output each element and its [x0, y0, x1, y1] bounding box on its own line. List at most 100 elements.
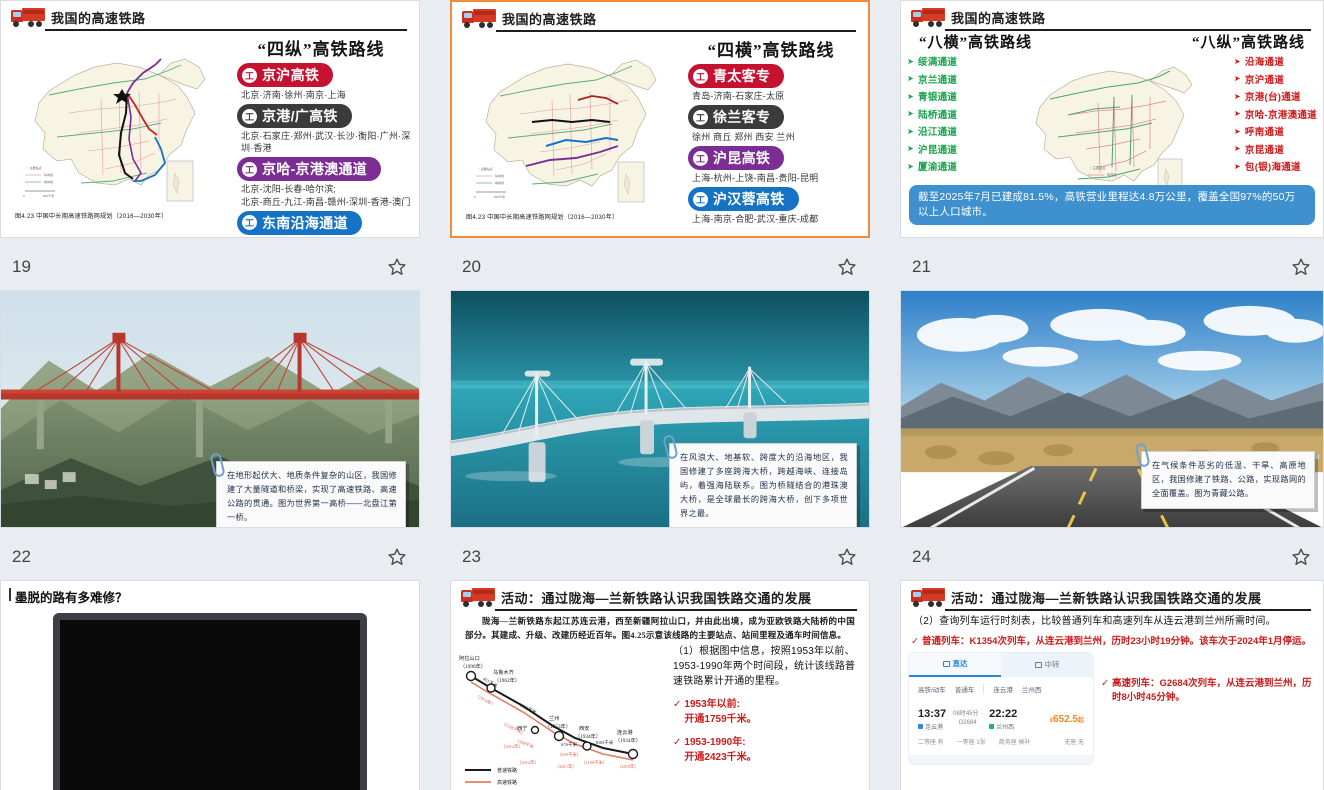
- slide-title: 活动：通过陇海—兰新铁路认识我国铁路交通的发展: [501, 590, 812, 606]
- arrow-icon: ➤: [907, 144, 915, 153]
- list-item[interactable]: ➤ 厦渝通道: [907, 159, 957, 174]
- svg-text:500千米: 500千米: [43, 193, 54, 198]
- list-item[interactable]: ➤ 沪昆通道: [907, 142, 957, 156]
- slide-27[interactable]: 活动：通过陇海—兰新铁路认识我国铁路交通的发展 （2）查询列车运行时刻表，比较普…: [900, 580, 1324, 790]
- grid-gutter: [870, 0, 900, 238]
- ticket-widget[interactable]: 直达 中转 高铁/动车 普通车 连云港 兰州西 13:37 连云港: [909, 652, 1093, 764]
- video-player[interactable]: [53, 613, 367, 790]
- slide-22[interactable]: 在地形起伏大、地质条件复杂的山区，我国修建了大量隧道和桥梁，实现了高速铁路、高速…: [0, 290, 420, 528]
- tab-transfer[interactable]: 中转: [1001, 653, 1093, 677]
- arrow-icon: ➤: [907, 56, 915, 66]
- slide-meta-24: 24: [900, 528, 1324, 580]
- duration-block: 08时45分 · G2684: [953, 710, 982, 729]
- tab-direct[interactable]: 直达: [909, 652, 1001, 677]
- laptop-mockup: [53, 613, 367, 790]
- list-item[interactable]: ➤ 沿江通道: [907, 124, 957, 139]
- activity-body: 阿拉山口 （1990年） 乌鲁木齐 （1962年） 西宁 兰州 （1953年） 西安（…: [451, 642, 869, 790]
- arrow-icon: ➤: [907, 109, 915, 118]
- slide-20[interactable]: 我国的高速铁路: [450, 0, 870, 238]
- seat-info: 一等座 1张: [956, 739, 986, 746]
- list-item[interactable]: ➤ 呼南通道: [1233, 124, 1317, 139]
- slide-body: ○ 主要站点 纵向线 “八横”高铁路线 “八纵”高铁路线 ➤ 绥满通道 ➤ 京兰通道…: [901, 31, 1323, 229]
- ticket-row[interactable]: 13:37 连云港 08时45分 · G2684 22:22 兰州西 ¥652.…: [909, 701, 1093, 734]
- svg-text:（2018年）: （2018年）: [617, 763, 639, 770]
- departure-time: 13:37: [918, 707, 947, 720]
- slide-cell-23: 在风浪大、地基软、跨度大的沿海地区，我国修建了多座跨海大桥，跨越海峡、连接岛屿，…: [450, 290, 870, 528]
- list-item[interactable]: ➤ 青银通道: [907, 89, 958, 104]
- arrival-station: 兰州西: [989, 722, 1017, 731]
- list-item[interactable]: ➤ 京港(台)通道: [1234, 89, 1317, 104]
- route-badge[interactable]: 京沪高铁: [237, 63, 334, 87]
- departure-block: 13:37 连云港: [918, 708, 946, 731]
- slide-24[interactable]: 在气候条件恶劣的低温、干旱、高原地区，我国修建了铁路、公路，实现路网的全面覆盖。…: [900, 290, 1324, 528]
- filter-chip[interactable]: 连云港: [993, 686, 1013, 694]
- list-item[interactable]: ➤ 绥满通道: [907, 54, 957, 69]
- star-icon[interactable]: [1290, 546, 1312, 568]
- corridor-name: 京沪通道: [1244, 74, 1285, 86]
- route-badge[interactable]: 京港/广高铁: [237, 104, 352, 129]
- slide-number: 21: [912, 257, 931, 276]
- duration-text: 08时45分 ·: [953, 710, 983, 717]
- slide-title: 墨脱的路有多难修？: [1, 581, 419, 606]
- slide-23[interactable]: 在风浪大、地基软、跨度大的沿海地区，我国修建了多座跨海大桥，跨越海峡、连接岛屿，…: [450, 290, 870, 528]
- list-item[interactable]: ➤ 京沪通道: [1234, 72, 1317, 86]
- route-badge[interactable]: 沪昆高铁: [688, 146, 785, 171]
- list-item[interactable]: ➤ 京哈-京港澳通道: [1234, 107, 1317, 121]
- list-item[interactable]: ➤ 京昆通道: [1234, 142, 1317, 156]
- slide-number: 22: [12, 547, 31, 566]
- svg-text:西宁: 西宁: [517, 724, 527, 732]
- check-icon: ✓: [673, 699, 682, 711]
- route-name: 京沪高铁: [262, 67, 320, 83]
- railway-logo-icon: [693, 68, 708, 84]
- arrow-icon: ➤: [1233, 109, 1241, 118]
- corridor-list-horizontal: ➤ 绥满通道 ➤ 京兰通道 ➤ 青银通道 ➤ 陆桥通道 ➤ 沿江通道 ➤ 沪昆通道 ➤ 厦渝通…: [907, 54, 957, 177]
- grid-gutter: [420, 238, 450, 290]
- slide-header: 活动：通过陇海—兰新铁路认识我国铁路交通的发展: [451, 581, 869, 607]
- header-rule: [495, 609, 857, 611]
- slide-cell-26: 活动：通过陇海—兰新铁路认识我国铁路交通的发展 陇海—兰新铁路东起江苏连云港，西…: [450, 580, 870, 790]
- header-rule: [945, 29, 1311, 31]
- arrow-icon: ➤: [907, 161, 915, 171]
- ticket-price: ¥652.5起: [1049, 713, 1084, 725]
- svg-text:纵向线: 纵向线: [1107, 172, 1117, 177]
- star-icon[interactable]: [386, 256, 408, 278]
- list-item[interactable]: ➤ 京兰通道: [907, 72, 957, 86]
- star-icon[interactable]: [386, 546, 408, 568]
- filter-chip[interactable]: 兰州西: [1021, 686, 1042, 694]
- slide-title: 我国的高速铁路: [951, 10, 1046, 26]
- railway-logo-icon: [242, 67, 257, 83]
- list-item[interactable]: ➤ 包(银)海通道: [1233, 159, 1317, 174]
- list-item[interactable]: ➤ 陆桥通道: [907, 107, 957, 121]
- slide-19[interactable]: 我国的高速铁路: [0, 0, 420, 238]
- slide-21[interactable]: 我国的高速铁路: [900, 0, 1324, 238]
- svg-text:0: 0: [474, 195, 476, 199]
- corridor-name: 青银通道: [918, 92, 958, 103]
- slide-25[interactable]: 墨脱的路有多难修？: [0, 580, 420, 790]
- slide-number: 20: [462, 257, 481, 276]
- truck-icon: [11, 7, 45, 27]
- truck-icon: [462, 8, 496, 28]
- arrow-icon: ➤: [1233, 126, 1241, 136]
- list-item[interactable]: ➤ 沿海通道: [1234, 54, 1317, 69]
- route-badge[interactable]: 沪汉蓉高铁: [688, 187, 799, 212]
- route-name: 徐兰客专: [713, 109, 771, 126]
- star-icon[interactable]: [836, 256, 858, 278]
- filter-chip[interactable]: 高铁/动车: [918, 686, 946, 694]
- route-stops: 北京-沈阳-长春-哈尔滨; 北京-商丘-九江-南昌-赣州-深圳-香港-澳门: [241, 184, 411, 207]
- slide-meta-22: 22: [0, 528, 420, 580]
- arrow-icon: ➤: [1233, 161, 1241, 171]
- route-badge[interactable]: 徐兰客专: [688, 105, 785, 130]
- route-badge[interactable]: 青太客专: [688, 64, 785, 88]
- note-text: 在风浪大、地基软、跨度大的沿海地区，我国修建了多座跨海大桥，跨越海峡、连接岛屿，…: [680, 453, 848, 519]
- route-badge[interactable]: 东南沿海通道: [237, 210, 362, 235]
- ticket-footer: [909, 754, 1093, 764]
- routes-panel: “四横”高铁路线 青太客专 青岛-济南-石家庄-太原 徐兰客专 徐州 商丘 郑州…: [678, 34, 860, 224]
- slide-26[interactable]: 活动：通过陇海—兰新铁路认识我国铁路交通的发展 陇海—兰新铁路东起江苏连云港，西…: [450, 580, 870, 790]
- note-normal-train: ✓ 普通列车：K1354次列车，从连云港到兰州，历时23小时19分钟。该车次于2…: [901, 630, 1323, 649]
- route-badge[interactable]: 京哈-京港澳通道: [237, 157, 382, 182]
- filter-chip[interactable]: 普通车: [954, 686, 975, 694]
- star-icon[interactable]: [836, 546, 858, 568]
- answer-text: 1953-1990年: 开通2423千米。: [684, 737, 757, 763]
- svg-text:○ 主要站点: ○ 主要站点: [478, 166, 493, 171]
- star-icon[interactable]: [1290, 256, 1312, 278]
